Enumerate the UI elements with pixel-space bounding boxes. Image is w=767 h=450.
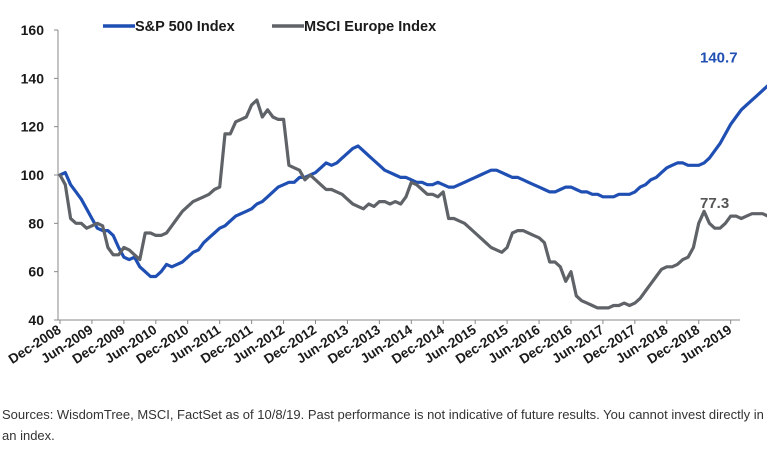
legend-entry: S&P 500 Index — [135, 19, 235, 35]
source-note: Sources: WisdomTree, MSCI, FactSet as of… — [2, 407, 764, 443]
y-tick-label: 120 — [21, 119, 45, 135]
series-lines — [58, 84, 767, 310]
msci-europe-line — [58, 98, 767, 310]
legend: S&P 500 Index MSCI Europe Index — [103, 19, 436, 35]
y-tick-label: 80 — [28, 215, 44, 231]
end-label: 77.3 — [700, 195, 729, 212]
sp500-line — [58, 84, 767, 279]
y-tick-label: 160 — [21, 22, 45, 38]
y-tick-label: 60 — [28, 264, 44, 280]
legend-entry: MSCI Europe Index — [304, 19, 436, 35]
y-tick-label: 140 — [21, 70, 45, 86]
end-label: 140.7 — [700, 50, 738, 67]
x-axis-ticks: Dec-2008Jun-2009Dec-2009Jun-2010Dec-2010… — [6, 320, 734, 367]
y-tick-label: 40 — [28, 312, 44, 328]
line-chart: 40 60 80 100 120 140 160 Dec-2008Jun-2009Dec-2… — [6, 19, 767, 367]
y-tick-label: 100 — [21, 167, 45, 183]
end-labels: 140.7 77.3 — [700, 50, 738, 212]
y-axis-ticks: 40 60 80 100 120 140 160 — [21, 22, 58, 328]
